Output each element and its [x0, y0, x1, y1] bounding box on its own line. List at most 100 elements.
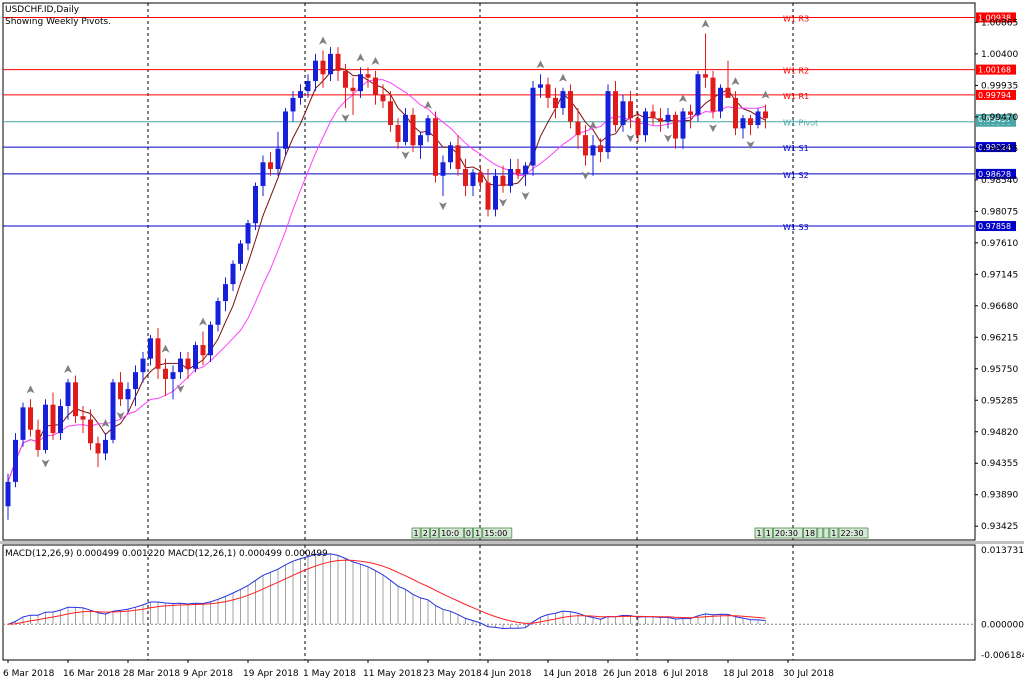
session-marker-text: 2	[423, 529, 428, 538]
candle-body	[118, 382, 123, 400]
candle-body	[290, 97, 296, 112]
x-tick-label: 9 Apr 2018	[183, 669, 233, 679]
candle-body	[260, 162, 266, 186]
candle-body	[508, 169, 513, 186]
candle-body	[320, 60, 326, 75]
x-tick-label: 30 Jul 2018	[783, 669, 834, 679]
session-marker-2-box	[829, 527, 839, 539]
candle-body	[350, 87, 356, 92]
fractal-up-arrow	[761, 90, 770, 99]
current-price-label: 0.99437	[978, 115, 1011, 124]
candle-body	[28, 407, 33, 430]
fractal-up-arrow	[679, 94, 687, 103]
candle-body	[103, 439, 108, 454]
candle-body	[193, 345, 198, 369]
session-marker-text: 15:00	[484, 529, 507, 538]
y-tick-label: 0.99470	[981, 113, 1018, 123]
candle-body	[650, 111, 656, 119]
candle-body	[170, 372, 176, 379]
fractal-up-arrow	[199, 317, 207, 326]
candle-body	[725, 87, 731, 98]
candle-body	[718, 87, 723, 112]
candle-body	[560, 91, 566, 109]
candle-body	[658, 118, 663, 122]
candle-body	[125, 389, 131, 400]
candle-body	[223, 284, 228, 302]
y-tick-label: 1.00865	[981, 18, 1018, 28]
candle-body	[313, 60, 318, 81]
y-tick-label: 0.97610	[981, 239, 1018, 249]
candle-body	[230, 263, 236, 285]
pivot-name: W1 R2	[783, 67, 809, 76]
session-marker-box	[411, 527, 421, 539]
pivot-name: W1 Pivot	[783, 119, 818, 128]
candle-body	[763, 111, 768, 119]
candle-body	[298, 91, 303, 98]
macd-y-tick-label: -0.006184	[981, 651, 1024, 661]
candle-body	[635, 118, 641, 136]
candle-body	[80, 416, 86, 420]
candle-body	[43, 404, 48, 451]
candle-body	[740, 118, 746, 129]
candle-body	[733, 97, 738, 129]
x-tick-label: 11 May 2018	[363, 669, 422, 679]
y-tick-label: 0.95285	[981, 396, 1018, 406]
candle-body	[208, 324, 213, 356]
candle-body	[403, 114, 408, 142]
fractal-up-arrow	[701, 19, 710, 28]
candle-body	[515, 169, 521, 175]
fractal-down-arrow	[499, 198, 507, 207]
session-marker-text: 2	[432, 529, 437, 538]
y-tick-label: 0.99005	[981, 144, 1018, 154]
session-marker-box	[482, 527, 513, 539]
fractal-down-arrow	[709, 124, 717, 133]
fractal-up-arrow	[424, 100, 432, 109]
candle-body	[358, 74, 363, 92]
fractal-down-arrow	[341, 114, 350, 123]
indicator-note: Showing Weekly Pivots.	[5, 17, 111, 27]
candle-body	[185, 358, 191, 369]
x-tick-label: 23 May 2018	[423, 669, 482, 679]
fractal-down-arrow	[401, 151, 410, 160]
session-marker-2-box	[803, 527, 818, 539]
candle-body	[620, 101, 626, 125]
candle-body	[493, 175, 498, 210]
session-marker-2-box	[817, 527, 824, 539]
fractal-up-arrow	[64, 364, 72, 373]
fractal-down-arrow	[176, 384, 185, 393]
pivot-price-tag	[976, 221, 1016, 232]
x-tick-label: 26 Jun 2018	[603, 669, 657, 679]
candle-body	[755, 111, 761, 125]
macd-pane-frame	[2, 544, 976, 661]
macd-line	[7, 553, 766, 630]
pivot-price-label: 0.99024	[978, 143, 1011, 152]
candle-body	[95, 443, 101, 454]
y-tick-label: 0.98075	[981, 207, 1018, 217]
candle-body	[268, 162, 273, 170]
candle-body	[575, 121, 581, 136]
pivot-price-label: 0.98628	[978, 170, 1011, 179]
candle-body	[110, 382, 116, 440]
session-marker-text: 1	[414, 529, 419, 538]
x-tick-label: 1 May 2018	[303, 669, 356, 679]
pivot-price-tag	[976, 168, 1016, 179]
candle-body	[425, 118, 431, 136]
macd-y-tick-label: 0.000000	[981, 620, 1024, 630]
candle-body	[590, 145, 596, 156]
candle-body	[215, 301, 221, 325]
fractal-down-arrow	[41, 459, 50, 468]
ma-fast-line	[7, 67, 766, 483]
candle-body	[73, 382, 78, 417]
session-marker-2-box	[754, 527, 764, 539]
y-tick-label: 0.97145	[981, 270, 1018, 280]
pivot-price-label: 0.97858	[978, 222, 1011, 231]
pivot-price-label: 0.99794	[978, 91, 1011, 100]
fractal-up-arrow	[371, 56, 380, 65]
candle-body	[335, 53, 341, 71]
y-tick-label: 0.94820	[981, 428, 1018, 438]
fractal-up-arrow	[536, 60, 545, 69]
candle-body	[598, 145, 603, 153]
candle-body	[410, 114, 416, 146]
